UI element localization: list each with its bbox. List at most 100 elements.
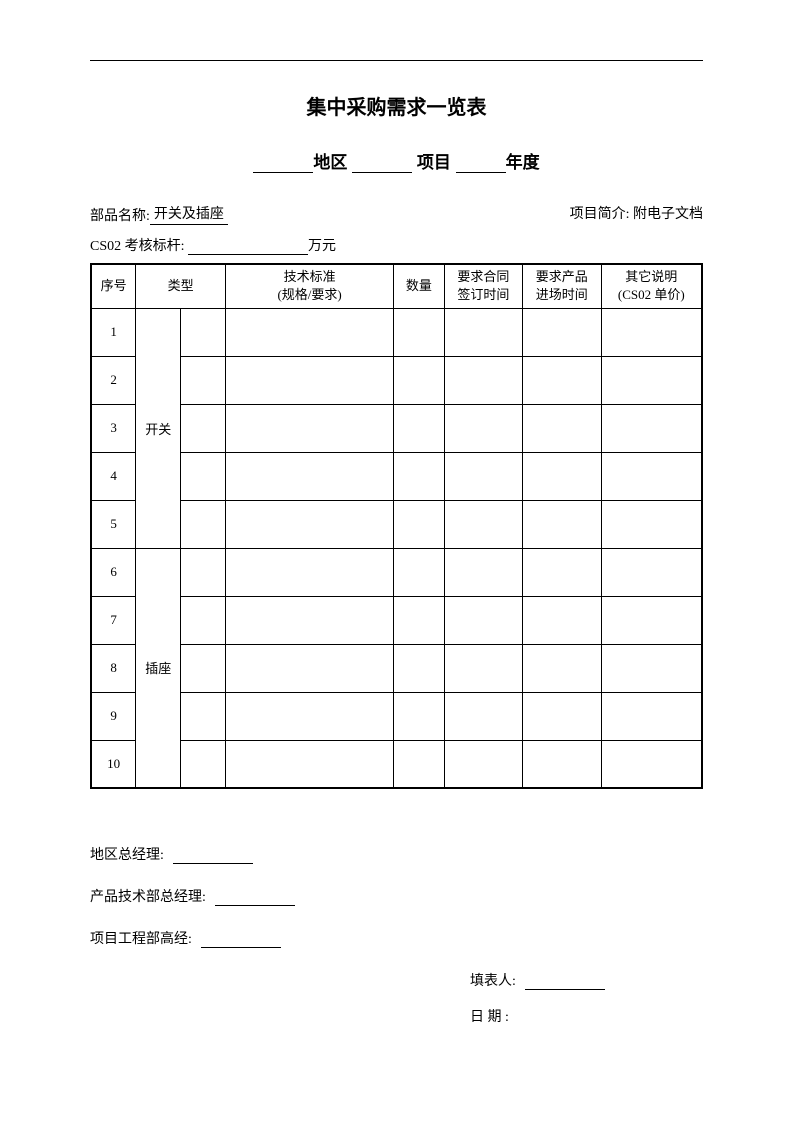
region-label: 地区 (313, 153, 347, 172)
cell (226, 308, 394, 356)
region-blank (253, 155, 313, 173)
project-brief-label: 项目简介: (570, 207, 630, 222)
cell (181, 692, 226, 740)
table-header-row: 序号 类型 技术标准 (规格/要求) 数量 要求合同 签订时间 要求产品 进场时… (91, 264, 702, 308)
cell (444, 308, 522, 356)
table-row: 9 (91, 692, 702, 740)
cell (444, 596, 522, 644)
cell (444, 548, 522, 596)
col-spec: 技术标准 (规格/要求) (226, 264, 394, 308)
cell (226, 740, 394, 788)
cell (226, 548, 394, 596)
cs-unit: 万元 (308, 239, 336, 254)
cell (601, 644, 702, 692)
type-group-0: 开关 (136, 308, 181, 548)
cell (444, 500, 522, 548)
cell (394, 308, 444, 356)
filler-label: 填表人: (470, 974, 516, 989)
cs-prefix: CS02 考核标杆: (90, 239, 185, 254)
cell (601, 308, 702, 356)
cell (181, 596, 226, 644)
cell (181, 740, 226, 788)
regional-manager-blank (173, 850, 253, 864)
cell-seq: 1 (91, 308, 136, 356)
cell (523, 596, 601, 644)
cell (601, 548, 702, 596)
table-row: 5 (91, 500, 702, 548)
cell (181, 452, 226, 500)
cell (394, 692, 444, 740)
table-row: 10 (91, 740, 702, 788)
table-row: 8 (91, 644, 702, 692)
cell (394, 356, 444, 404)
cell (394, 740, 444, 788)
col-contract: 要求合同 签订时间 (444, 264, 522, 308)
cell (181, 308, 226, 356)
cell (394, 404, 444, 452)
cell (226, 644, 394, 692)
cell-seq: 8 (91, 644, 136, 692)
cell-seq: 4 (91, 452, 136, 500)
cs-row: CS02 考核标杆: 万元 (90, 235, 703, 255)
cell (181, 356, 226, 404)
cell (601, 500, 702, 548)
cell (394, 596, 444, 644)
cell (226, 404, 394, 452)
cell (226, 356, 394, 404)
cell (601, 692, 702, 740)
col-qty: 数量 (394, 264, 444, 308)
project-manager-blank (201, 934, 281, 948)
project-manager-label: 项目工程部高经: (90, 932, 192, 947)
col-other: 其它说明 (CS02 单价) (601, 264, 702, 308)
cell (601, 740, 702, 788)
cell (394, 644, 444, 692)
cell (226, 500, 394, 548)
cell (394, 548, 444, 596)
cell (523, 692, 601, 740)
col-seq: 序号 (91, 264, 136, 308)
table-row: 3 (91, 404, 702, 452)
cell (181, 644, 226, 692)
project-label: 项目 (417, 153, 451, 172)
cell (523, 308, 601, 356)
cell (601, 356, 702, 404)
cell (181, 548, 226, 596)
cell-seq: 9 (91, 692, 136, 740)
cell (601, 452, 702, 500)
sign-section: 地区总经理: 产品技术部总经理: 项目工程部高经: (90, 844, 703, 948)
cell (523, 404, 601, 452)
cell (523, 500, 601, 548)
subtitle-row: 地区 项目 年度 (90, 148, 703, 173)
cell-seq: 5 (91, 500, 136, 548)
project-brief-value: 附电子文档 (633, 207, 703, 222)
regional-manager-label: 地区总经理: (90, 848, 164, 863)
meta-row: 部品名称: 开关及插座 项目简介: 附电子文档 (90, 203, 703, 225)
filler-blank (525, 976, 605, 990)
cell (444, 404, 522, 452)
right-sign: 填表人: 日 期 : (470, 970, 703, 1026)
part-name-value: 开关及插座 (150, 203, 228, 225)
year-blank (456, 155, 506, 173)
cell (444, 644, 522, 692)
cell (444, 452, 522, 500)
cell (523, 356, 601, 404)
cell (181, 404, 226, 452)
cell (444, 356, 522, 404)
cell-seq: 2 (91, 356, 136, 404)
cs-blank (188, 241, 308, 255)
cell (394, 452, 444, 500)
main-table: 序号 类型 技术标准 (规格/要求) 数量 要求合同 签订时间 要求产品 进场时… (90, 263, 703, 789)
cell-seq: 10 (91, 740, 136, 788)
table-row: 1 开关 (91, 308, 702, 356)
top-rule (90, 60, 703, 61)
cell (394, 500, 444, 548)
cell-seq: 7 (91, 596, 136, 644)
table-row: 2 (91, 356, 702, 404)
cell (523, 452, 601, 500)
cell (601, 596, 702, 644)
cell (601, 404, 702, 452)
cell (523, 644, 601, 692)
table-row: 6 插座 (91, 548, 702, 596)
cell (523, 548, 601, 596)
table-row: 7 (91, 596, 702, 644)
